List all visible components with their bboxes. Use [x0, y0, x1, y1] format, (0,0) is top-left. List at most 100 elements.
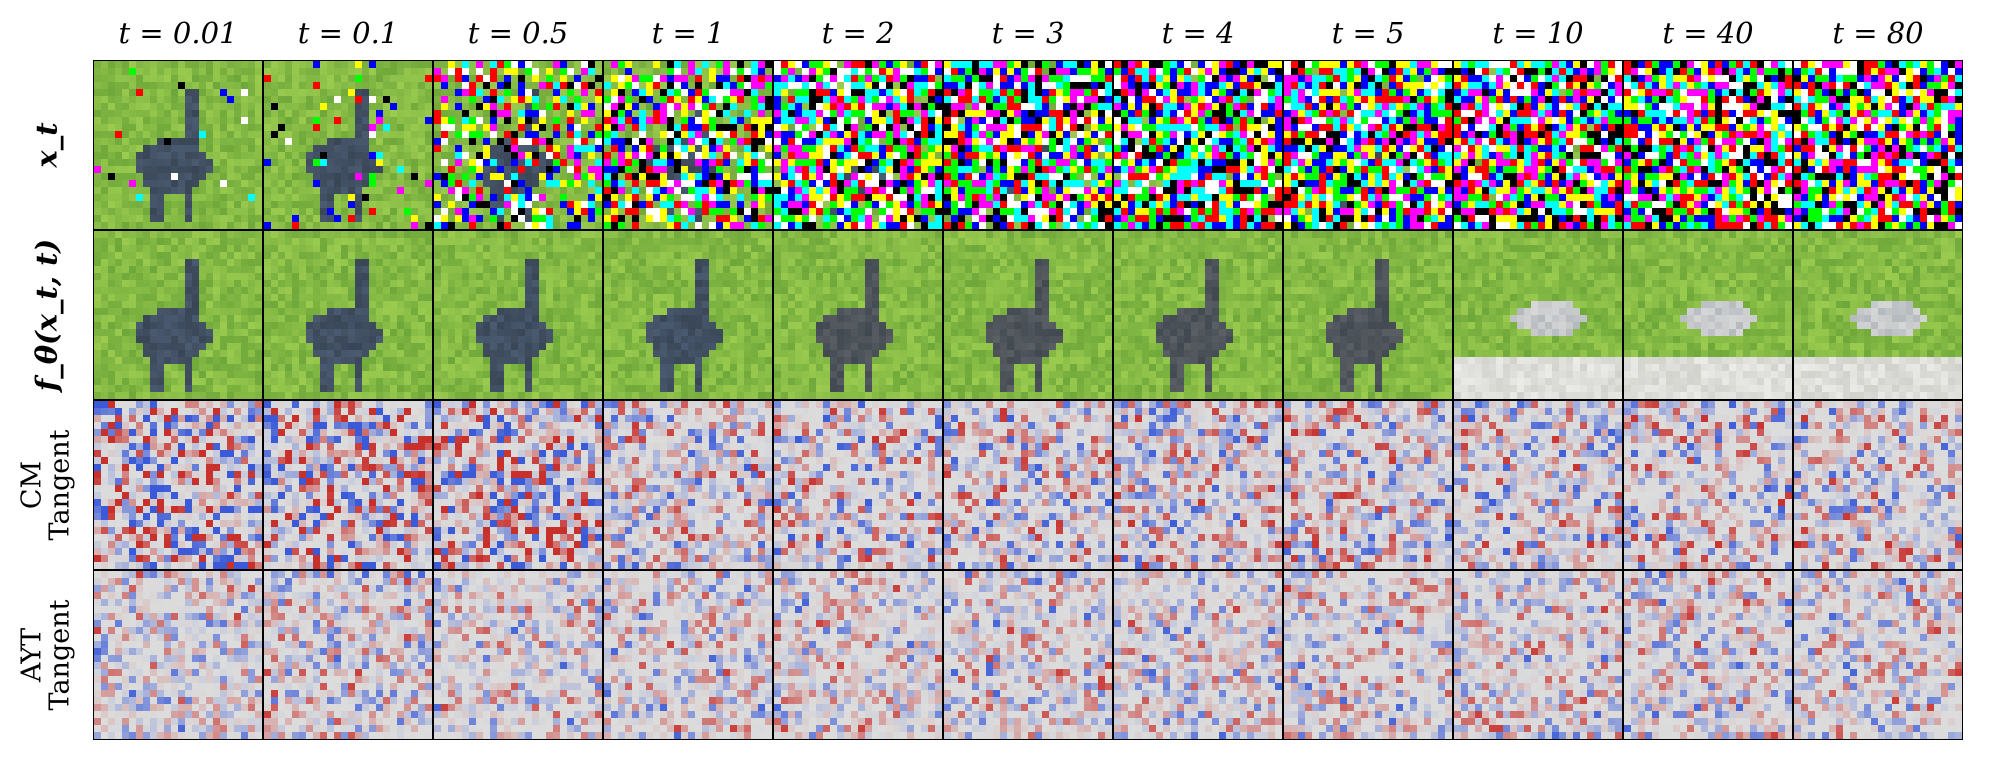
image-tile [1623, 60, 1793, 230]
image-tile-graphic [944, 571, 1112, 739]
image-tile-graphic [604, 231, 772, 399]
image-tile [1453, 400, 1623, 570]
image-tile [603, 400, 773, 570]
image-tile-graphic [1284, 571, 1452, 739]
image-tile [1453, 60, 1623, 230]
row-label-column: x_t f_θ(x_t, t) CM Tangent AYT Tangent [0, 60, 93, 740]
image-tile-graphic [264, 61, 432, 229]
row-label-line: AYT [17, 600, 48, 711]
image-tile-graphic [434, 401, 602, 569]
image-tile [1113, 400, 1283, 570]
column-label: t = 0.5 [433, 16, 603, 50]
image-tile-graphic [94, 231, 262, 399]
image-tile [433, 570, 603, 740]
row-label: f_θ(x_t, t) [0, 230, 93, 400]
image-tile [773, 400, 943, 570]
image-tile-graphic [774, 401, 942, 569]
image-tile-graphic [1794, 401, 1962, 569]
image-tile-graphic [1114, 231, 1282, 399]
image-tile [943, 400, 1113, 570]
image-tile-graphic [774, 231, 942, 399]
image-tile [263, 60, 433, 230]
image-tile-graphic [944, 231, 1112, 399]
image-tile-graphic [1624, 571, 1792, 739]
image-tile-graphic [944, 401, 1112, 569]
image-tile [93, 400, 263, 570]
image-tile [773, 570, 943, 740]
image-tile [263, 570, 433, 740]
image-tile-graphic [434, 61, 602, 229]
image-tile-graphic [604, 61, 772, 229]
image-tile [1113, 230, 1283, 400]
column-label: t = 2 [773, 16, 943, 50]
image-tile [93, 60, 263, 230]
row-label-line: Tangent [45, 600, 76, 711]
image-tile [1283, 230, 1453, 400]
column-label: t = 1 [603, 16, 773, 50]
image-grid [93, 60, 1973, 740]
image-tile [1793, 60, 1963, 230]
image-tile [1793, 570, 1963, 740]
row-label: AYT Tangent [0, 570, 93, 740]
image-tile-graphic [774, 571, 942, 739]
image-tile [263, 400, 433, 570]
image-tile [773, 60, 943, 230]
image-tile-graphic [1114, 401, 1282, 569]
image-tile-graphic [1454, 401, 1622, 569]
image-tile-graphic [604, 571, 772, 739]
row-label-line: x_t [30, 122, 64, 167]
image-tile-graphic [944, 61, 1112, 229]
row-label-line: Tangent [45, 430, 76, 541]
image-tile [1453, 230, 1623, 400]
image-tile-graphic [1624, 231, 1792, 399]
image-tile [1623, 230, 1793, 400]
image-tile-graphic [1454, 231, 1622, 399]
column-label: t = 80 [1793, 16, 1963, 50]
image-tile-graphic [1284, 61, 1452, 229]
image-tile [943, 570, 1113, 740]
image-tile [1623, 570, 1793, 740]
image-tile-graphic [774, 61, 942, 229]
image-tile-graphic [1624, 61, 1792, 229]
image-tile [1623, 400, 1793, 570]
image-tile-graphic [264, 231, 432, 399]
image-tile [603, 230, 773, 400]
column-label: t = 0.01 [93, 16, 263, 50]
image-tile [1283, 60, 1453, 230]
image-tile [1113, 570, 1283, 740]
image-tile-graphic [1794, 231, 1962, 399]
image-tile [1113, 60, 1283, 230]
image-tile-graphic [94, 571, 262, 739]
image-tile [1453, 570, 1623, 740]
image-tile-graphic [1454, 61, 1622, 229]
image-tile-graphic [1454, 571, 1622, 739]
row-label: CM Tangent [0, 400, 93, 570]
image-tile-graphic [1794, 61, 1962, 229]
image-tile-graphic [434, 571, 602, 739]
image-tile-graphic [1284, 231, 1452, 399]
image-tile [93, 570, 263, 740]
row-label-line: CM [17, 430, 48, 541]
image-tile [1793, 400, 1963, 570]
image-tile [433, 230, 603, 400]
image-tile-graphic [1114, 61, 1282, 229]
column-label: t = 10 [1453, 16, 1623, 50]
image-tile [433, 400, 603, 570]
image-tile [603, 60, 773, 230]
image-tile [1793, 230, 1963, 400]
image-tile-graphic [604, 401, 772, 569]
image-tile [943, 60, 1113, 230]
image-tile [433, 60, 603, 230]
image-tile-graphic [264, 401, 432, 569]
image-tile [773, 230, 943, 400]
column-label: t = 5 [1283, 16, 1453, 50]
row-label: x_t [0, 60, 93, 230]
image-tile-graphic [264, 571, 432, 739]
image-tile [93, 230, 263, 400]
image-tile-graphic [1284, 401, 1452, 569]
column-label: t = 4 [1113, 16, 1283, 50]
image-tile-graphic [94, 401, 262, 569]
image-tile [263, 230, 433, 400]
image-tile [1283, 570, 1453, 740]
